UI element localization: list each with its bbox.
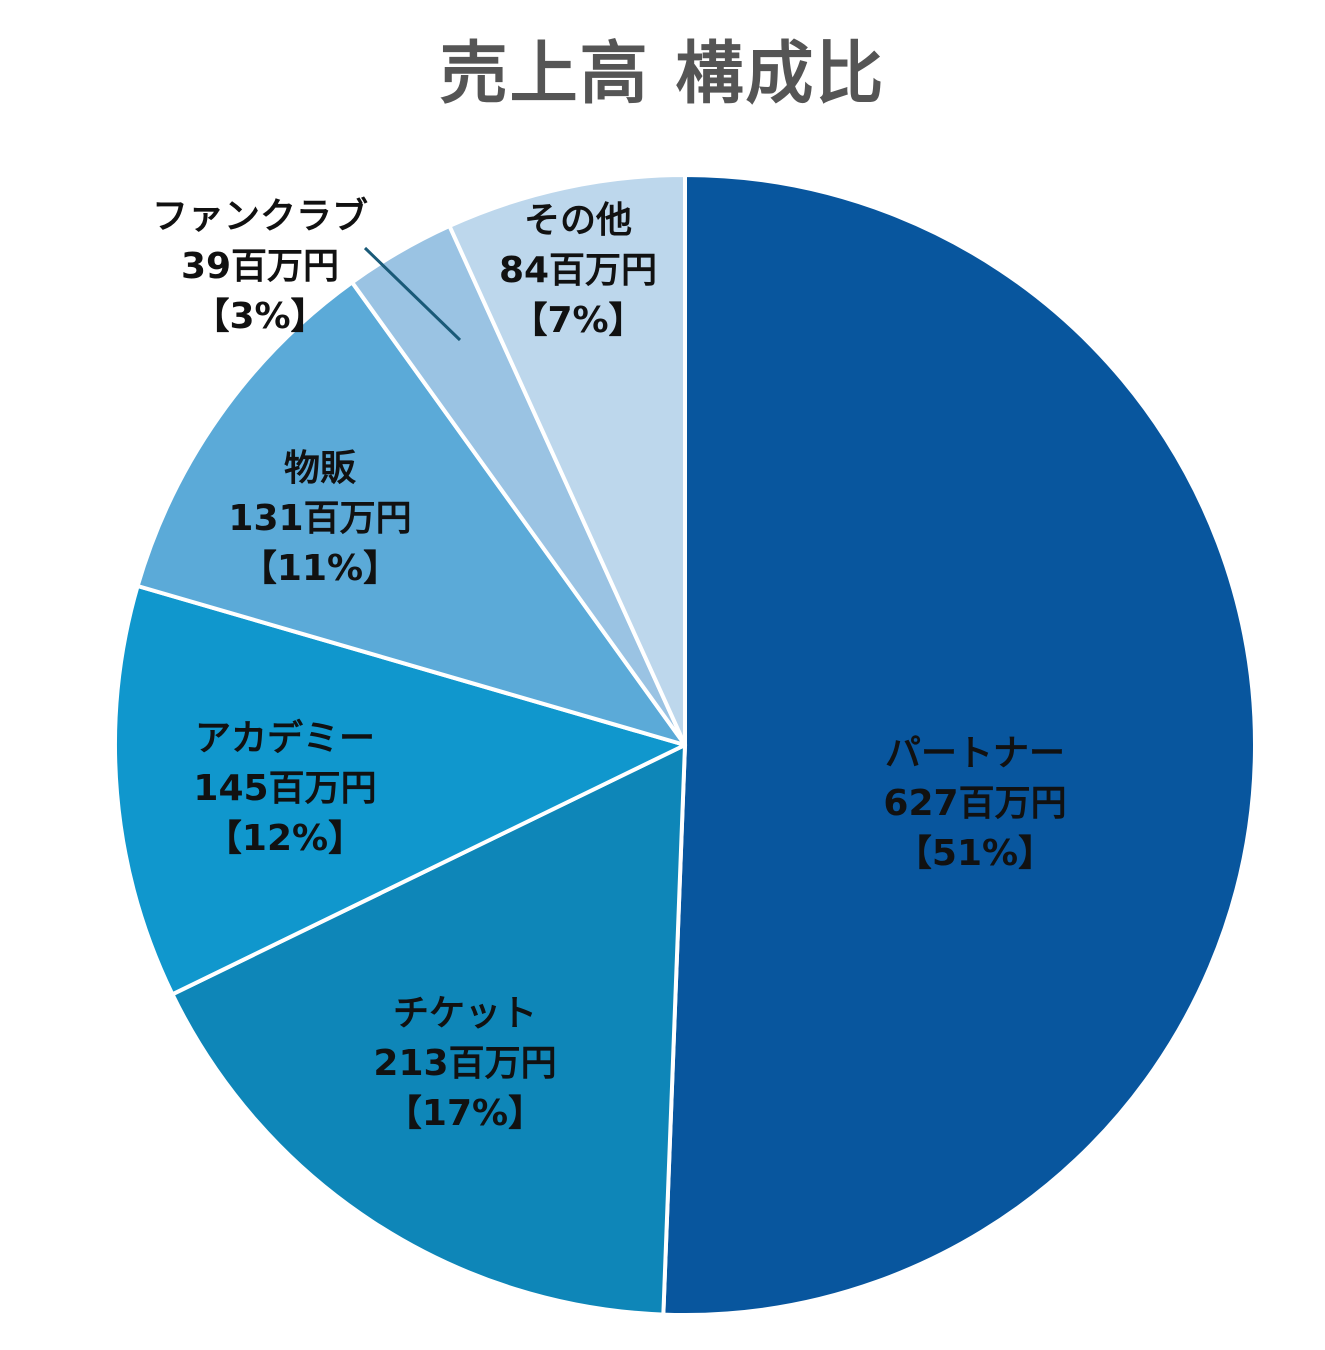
- slice-label-name: ファンクラブ: [152, 195, 368, 237]
- slice-label-percent: 【3%】: [193, 296, 326, 337]
- slice-label-3: 物販 131百万円【11%】: [228, 448, 411, 589]
- pie-slice-0: [661, 173, 1257, 1317]
- slice-label-1: チケット 213百万円【17%】: [373, 993, 556, 1134]
- leader-line-fanclub: [363, 246, 462, 342]
- slice-label-name: チケット: [393, 993, 537, 1034]
- slice-label-value: 84百万円: [499, 250, 657, 291]
- slice-label-5: その他 84百万円【7%】: [499, 200, 657, 341]
- slice-label-name: アカデミー: [195, 717, 375, 759]
- slice-label-value: 627百万円: [883, 783, 1066, 824]
- slice-label-percent: 【11%】: [241, 548, 399, 589]
- slice-label-percent: 【12%】: [206, 818, 364, 859]
- slice-label-name: パートナー: [885, 733, 1065, 774]
- slice-label-4: ファンクラブ 39百万円【3%】: [152, 195, 368, 337]
- slice-label-name: 物販: [284, 448, 357, 489]
- pie-slice-3: [135, 280, 687, 747]
- slice-label-value: 131百万円: [228, 498, 411, 539]
- slice-label-value: 213百万円: [373, 1043, 556, 1084]
- pie-slice-1: [170, 743, 687, 1317]
- slice-label-name: その他: [524, 200, 632, 241]
- slice-label-percent: 【7%】: [511, 300, 644, 341]
- slice-label-percent: 【17%】: [386, 1093, 544, 1134]
- leader-lines: [363, 246, 462, 342]
- slice-labels: パートナー 627百万円【51%】チケット 213百万円【17%】 アカデミー 145百…: [152, 195, 1067, 1134]
- slice-label-percent: 【51%】: [896, 833, 1054, 874]
- pie-slice-2: [113, 583, 687, 997]
- pie-slices: [113, 173, 1257, 1317]
- slice-label-value: 39百万円: [181, 246, 339, 287]
- slice-label-0: パートナー 627百万円【51%】: [883, 733, 1066, 874]
- pie-slice-5: [447, 173, 687, 747]
- slice-label-2: アカデミー 145百万円【12%】: [193, 717, 376, 859]
- slice-label-value: 145百万円: [193, 768, 376, 809]
- chart-title: 売上高 構成比: [439, 35, 886, 114]
